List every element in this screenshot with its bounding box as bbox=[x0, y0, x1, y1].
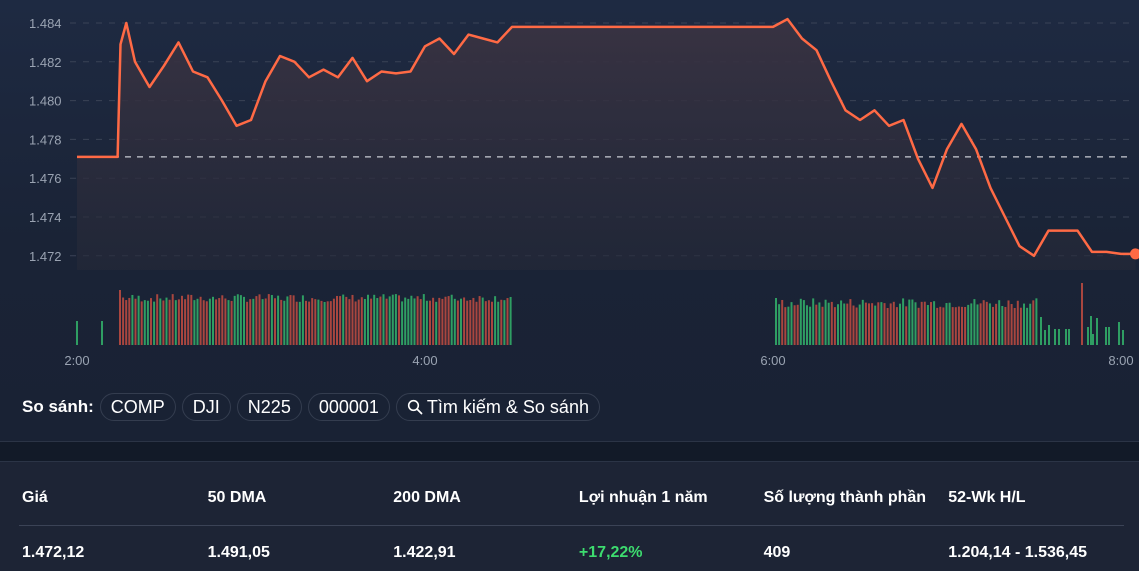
header-price: Giá bbox=[22, 489, 48, 506]
last-price-dot bbox=[1130, 248, 1139, 260]
compare-bar: So sánh: COMP DJI N225 000001 Tìm kiếm &… bbox=[22, 391, 600, 423]
section-divider bbox=[0, 441, 1139, 462]
search-compare-label: Tìm kiếm & So sánh bbox=[426, 396, 589, 417]
stats-value-row: 1.472,12 1.491,05 1.422,91 +17,22% 409 1… bbox=[22, 544, 1126, 564]
price-chart[interactable]: 1.484 1.482 1.480 1.478 1.476 1.474 1.472 2:00… bbox=[0, 0, 1139, 380]
compare-chip-comp[interactable]: COMP bbox=[99, 393, 176, 421]
search-compare-button[interactable]: Tìm kiếm & So sánh bbox=[395, 393, 600, 421]
key-stats-table: Giá 50 DMA 200 DMA Lợi nhuận 1 năm Số lư… bbox=[0, 462, 1139, 571]
value-200dma: 1.422,91 bbox=[393, 544, 456, 561]
svg-text:1.484: 1.484 bbox=[29, 16, 62, 31]
stats-header-row: Giá 50 DMA 200 DMA Lợi nhuận 1 năm Số lư… bbox=[22, 489, 1126, 509]
x-axis: 2:00 4:00 6:00 8:00 bbox=[64, 353, 1133, 368]
header-constituents: Số lượng thành phần bbox=[763, 489, 927, 506]
svg-text:4:00: 4:00 bbox=[412, 353, 437, 368]
svg-text:1.482: 1.482 bbox=[29, 55, 62, 70]
svg-text:1.476: 1.476 bbox=[29, 171, 62, 186]
search-icon bbox=[407, 399, 423, 415]
compare-chip-n225[interactable]: N225 bbox=[236, 393, 302, 421]
header-200dma: 200 DMA bbox=[393, 489, 461, 506]
value-50dma: 1.491,05 bbox=[207, 544, 270, 561]
chart-panel: 1.484 1.482 1.480 1.478 1.476 1.474 1.472 2:00… bbox=[0, 0, 1139, 441]
price-area bbox=[77, 19, 1136, 270]
compare-chip-dji[interactable]: DJI bbox=[181, 393, 231, 421]
svg-text:1.474: 1.474 bbox=[29, 210, 62, 225]
value-52wk-hl: 1.204,14 - 1.536,45 bbox=[948, 544, 1088, 561]
header-50dma: 50 DMA bbox=[207, 489, 267, 506]
value-price: 1.472,12 bbox=[22, 544, 85, 561]
y-axis: 1.484 1.482 1.480 1.478 1.476 1.474 1.472 bbox=[29, 16, 62, 264]
compare-label: So sánh: bbox=[22, 397, 94, 416]
price-line bbox=[77, 17, 1136, 258]
header-1yr-return: Lợi nhuận 1 năm bbox=[578, 489, 708, 506]
value-1yr-return: +17,22% bbox=[578, 544, 643, 561]
svg-text:1.472: 1.472 bbox=[29, 249, 62, 264]
svg-text:8:00: 8:00 bbox=[1108, 353, 1133, 368]
stats-separator bbox=[19, 525, 1124, 526]
compare-chip-000001[interactable]: 000001 bbox=[307, 393, 390, 421]
header-52wk-hl: 52-Wk H/L bbox=[948, 489, 1026, 506]
value-constituents: 409 bbox=[763, 544, 791, 561]
svg-text:1.478: 1.478 bbox=[29, 132, 62, 147]
svg-text:1.480: 1.480 bbox=[29, 94, 62, 109]
svg-text:2:00: 2:00 bbox=[64, 353, 89, 368]
volume-bars bbox=[76, 283, 1124, 345]
svg-text:6:00: 6:00 bbox=[760, 353, 785, 368]
